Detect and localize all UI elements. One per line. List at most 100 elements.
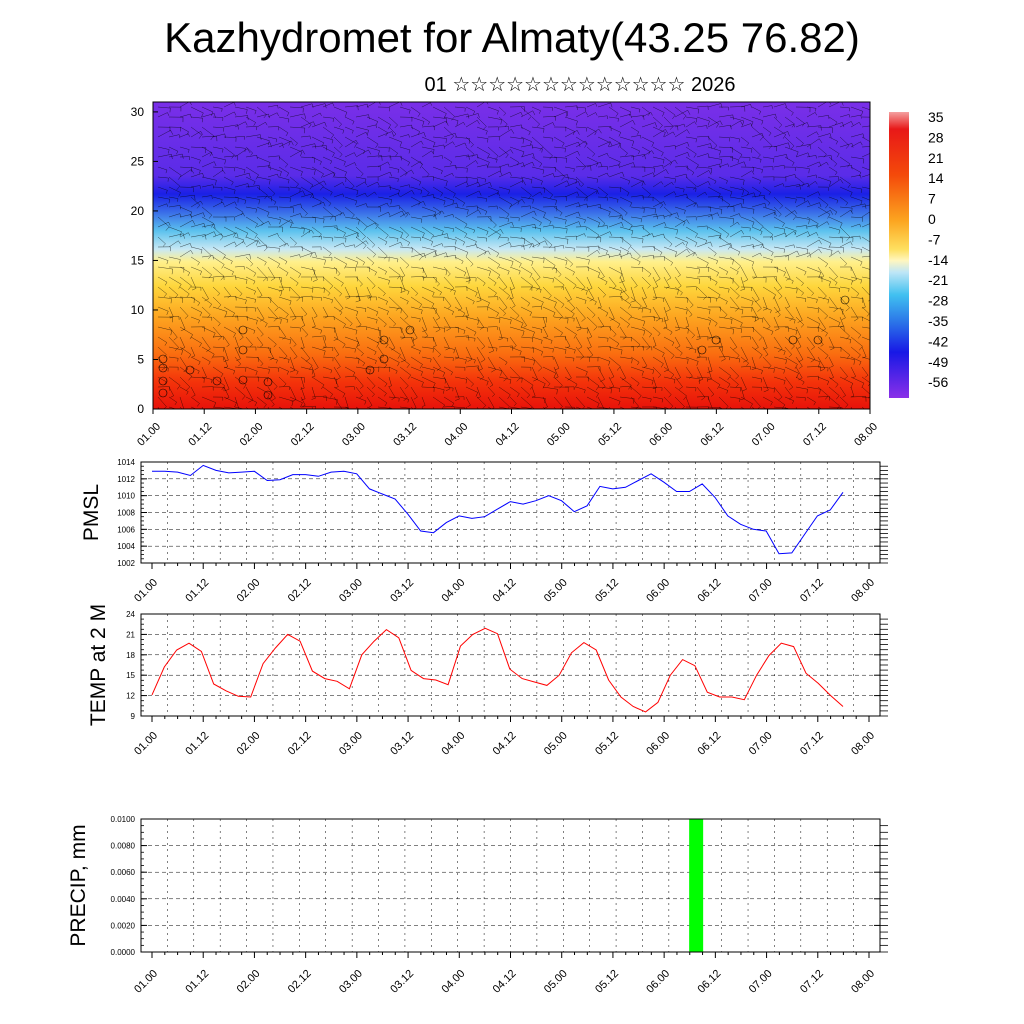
colorbar-label: 21 [928,150,944,166]
wind-barb-flag [537,243,541,247]
wind-barb [377,276,390,281]
wind-barb [861,286,870,296]
wind-barb [586,156,599,163]
wind-barb [487,256,500,265]
wind-barb-flag [391,397,396,400]
wind-barb [762,326,774,332]
wind-barb [410,156,423,165]
wind-barb-flag [375,360,377,365]
wind-barb-flag [285,261,288,265]
wind-barb [839,226,851,238]
wind-barb-flag [730,191,733,197]
wind-barb [355,192,366,198]
wind-barb-flag [570,263,573,267]
wind-barb-flag [226,344,230,347]
wind-barb [300,316,306,326]
wind-barb [839,376,853,384]
wind-barb [168,213,180,218]
wind-barb [674,248,688,258]
wind-barb-flag [486,154,490,159]
wind-barb-flag [496,274,501,280]
wind-barb [817,376,829,382]
wind-barb [542,326,549,337]
wind-barb [377,236,388,243]
wind-barb-flag [636,383,640,387]
wind-barb [597,246,608,251]
wind-barb [696,296,711,299]
wind-barb [223,146,235,156]
y-tick-label: 0 [137,402,144,416]
wind-barb-flag [584,219,586,224]
wind-barb-flag [872,223,873,226]
wind-barb [619,246,629,252]
x-tick-label: 04.12 [491,577,519,605]
wind-barb [333,366,341,378]
wind-barb-flag [220,373,224,378]
wind-barb-flag [500,229,504,234]
wind-barb [421,250,436,258]
wind-barb [388,256,399,260]
wind-barb-flag [289,370,295,373]
wind-barb-flag [465,315,469,317]
wind-barb-flag [464,223,468,229]
wind-barb [619,346,634,348]
wind-barb [817,296,829,300]
wind-barb [553,216,567,221]
wind-barb [300,266,316,271]
wind-barb [795,136,804,144]
wind-barb-flag [476,178,478,184]
wind-barb-flag [331,299,333,304]
wind-barb [168,226,182,232]
wind-barb [454,356,467,360]
wind-barb-flag [708,410,713,412]
wind-barb-flag [408,109,411,114]
wind-barb-flag [486,102,489,105]
wind-barb-flag [451,403,455,407]
wind-barb-flag [846,354,851,359]
wind-barb-flag [821,328,826,332]
wind-barb-flag [330,192,333,196]
wind-barb-flag [637,255,641,260]
wind-barb-flag [510,319,512,325]
wind-barb [201,135,217,138]
y-tick-label: 18 [126,651,135,660]
x-tick-label: 08.00 [849,577,877,605]
wind-barb [641,336,651,348]
wind-barb-flag [508,189,510,194]
wind-barb-flag [400,242,403,247]
wind-barb [608,276,617,287]
wind-barb [696,214,712,218]
wind-barb [861,236,870,243]
wind-barb [784,156,795,163]
wind-barb [454,236,465,243]
wind-barb [168,240,179,248]
wind-barb-flag [368,114,370,120]
wind-barb-flag [578,211,581,217]
wind-barb [487,229,501,238]
wind-barb-flag [849,339,852,344]
wind-barb-flag [211,195,213,199]
wind-barb-flag [187,272,190,277]
wind-barb [542,306,556,313]
wind-barb [685,316,689,327]
calm-wind-marker [405,325,415,335]
y-tick-label: 9 [131,712,136,721]
wind-barb-flag [796,288,798,294]
wind-barb-flag [447,233,449,239]
wind-barb-flag [687,142,690,147]
wind-barb-flag [336,399,338,405]
wind-barb-flag [341,282,344,287]
wind-barb [707,366,712,379]
wind-barb [520,336,533,339]
wind-barb-flag [567,239,569,245]
wind-barb [168,176,180,187]
wind-barb [597,153,608,158]
wind-barb [751,306,759,320]
wind-barb [817,146,827,155]
wind-barb [586,186,598,191]
wind-barb [498,149,511,158]
wind-barb-flag [669,214,673,218]
wind-barb-flag [759,136,764,141]
wind-barb [256,316,268,324]
wind-barb [520,266,533,274]
